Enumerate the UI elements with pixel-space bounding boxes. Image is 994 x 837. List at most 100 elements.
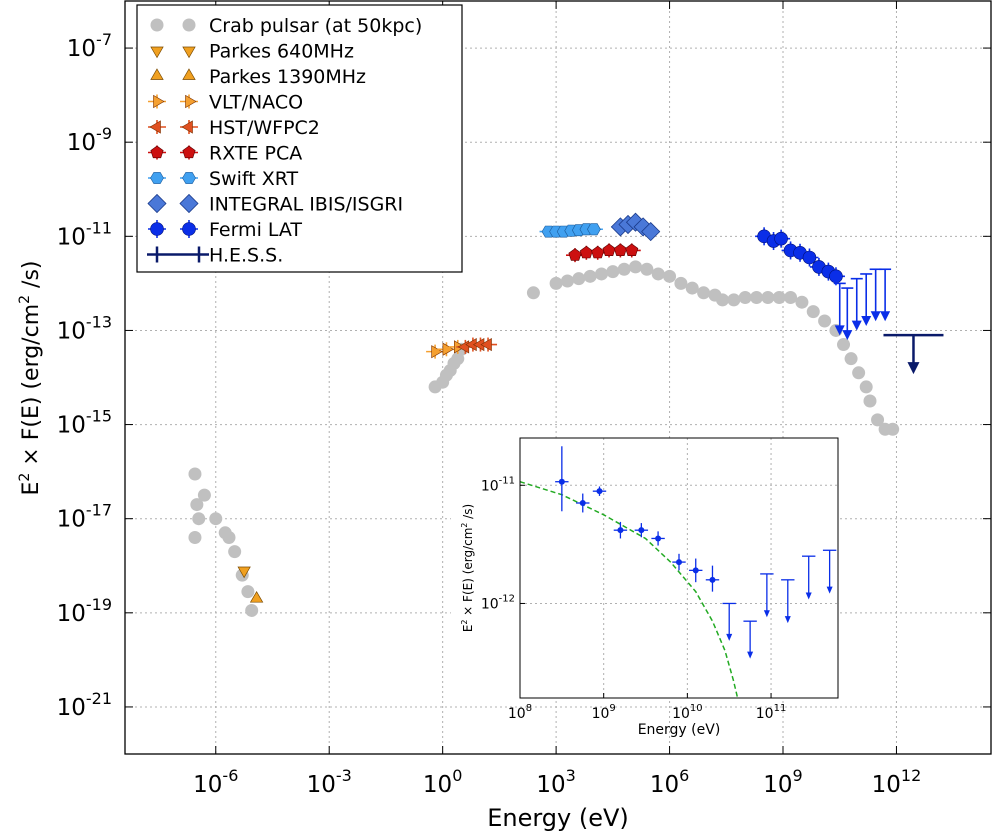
legend-item: Crab pulsar (at 50kpc) [150,15,422,37]
legend-label: VLT/NACO [209,92,303,114]
data-point [837,338,851,352]
data-point [641,222,661,242]
legend-swatch [182,68,196,80]
inset-upper-limit [760,573,774,618]
series-triangle-up [249,591,264,603]
x-tick-label: 100 [423,766,462,798]
y-tick-label: 10-21 [57,689,112,721]
inset-data-point [592,486,607,496]
data-point [727,293,741,307]
data-point [800,248,819,267]
data-point [860,273,873,326]
inset-plot: 108 109 1010 1011 10-11 10-12 Energy (eV) E2… [451,437,839,738]
legend-label: INTEGRAL IBIS/ISGRI [209,194,403,216]
legend-swatch [182,18,196,32]
y-tick-label: 10-19 [57,595,112,627]
series-hess [883,333,944,375]
legend-item: Fermi LAT [148,219,302,241]
legend-item: Parkes 1390MHz [150,66,366,88]
data-point [437,342,456,357]
legend-item: H.E.S.S. [147,245,283,267]
legend-swatch [180,172,198,184]
data-point [886,422,900,436]
inset-series [519,446,837,699]
data-point [833,282,846,336]
data-point [594,267,608,281]
data-point [651,267,665,281]
inset-x-tick-label: 1010 [672,703,703,722]
series-triangle-down [237,566,251,579]
x-tick-label: 1012 [872,766,922,798]
legend-label: Swift XRT [209,168,299,190]
inset-upper-limit [802,555,816,600]
inset-data-point [672,553,686,571]
x-tick-label: 109 [763,766,802,798]
inset-data-point [613,521,628,539]
data-point [190,498,204,512]
data-point [772,229,791,248]
data-point [209,512,223,526]
data-point [577,245,596,260]
legend-label: Parkes 640MHz [209,41,354,63]
inset-frame [519,437,839,699]
inset-upper-limit [722,602,736,641]
inset-data-point [634,523,649,538]
legend-swatch [150,68,164,80]
data-point [674,276,688,290]
data-point [566,248,585,263]
legend-swatch [150,46,164,59]
inset-data-point [689,558,703,583]
data-point [622,243,641,258]
data-point [850,277,863,331]
x-tick-label: 10-6 [193,766,238,798]
data-point [245,603,259,617]
data-point [685,281,699,295]
data-point [640,262,654,276]
data-point [188,531,202,545]
inset-upper-limit [822,549,837,594]
legend-swatch [148,220,166,238]
data-point [584,223,603,236]
data-point [879,268,892,322]
data-point [479,337,498,352]
x-tick-label: 10-3 [307,766,352,798]
y-tick-label: 10-15 [57,407,112,439]
series-circle-err [755,227,845,286]
main-series [188,212,944,617]
inset-upper-limit [781,579,795,624]
inset-x-axis-title: Energy (eV) [638,722,721,738]
series-circle [188,260,900,617]
inset-data-point [705,565,720,592]
legend-swatch [180,120,198,134]
data-point [222,531,236,545]
legend-item: RXTE PCA [148,143,302,165]
y-tick-label: 10-13 [57,312,112,344]
plot-frame [124,0,992,755]
series-diamond [610,212,661,242]
legend-item: VLT/NACO [148,92,303,114]
data-point [600,243,619,258]
data-point [818,314,832,328]
data-point [859,380,873,394]
data-point [560,274,574,288]
data-point [750,290,764,304]
data-point [197,488,211,502]
legend-swatch [147,193,167,214]
series-hexagon [539,223,603,238]
inset-y-tick-label: 10-12 [481,593,515,612]
legend-swatch [180,94,198,109]
data-point [697,286,711,300]
data-point [772,290,786,304]
legend-swatch [148,145,166,160]
data-point [883,333,944,375]
legend-swatch [180,220,198,238]
legend: Crab pulsar (at 50kpc) Parkes 640MHz Parke… [136,4,463,273]
inset-y-tick-label: 10-11 [481,475,515,494]
inset-data-point [555,446,569,512]
data-point [629,260,643,274]
legend-swatch [182,46,196,59]
data-point [249,591,264,603]
legend-label: RXTE PCA [209,143,302,165]
data-point [526,286,540,300]
